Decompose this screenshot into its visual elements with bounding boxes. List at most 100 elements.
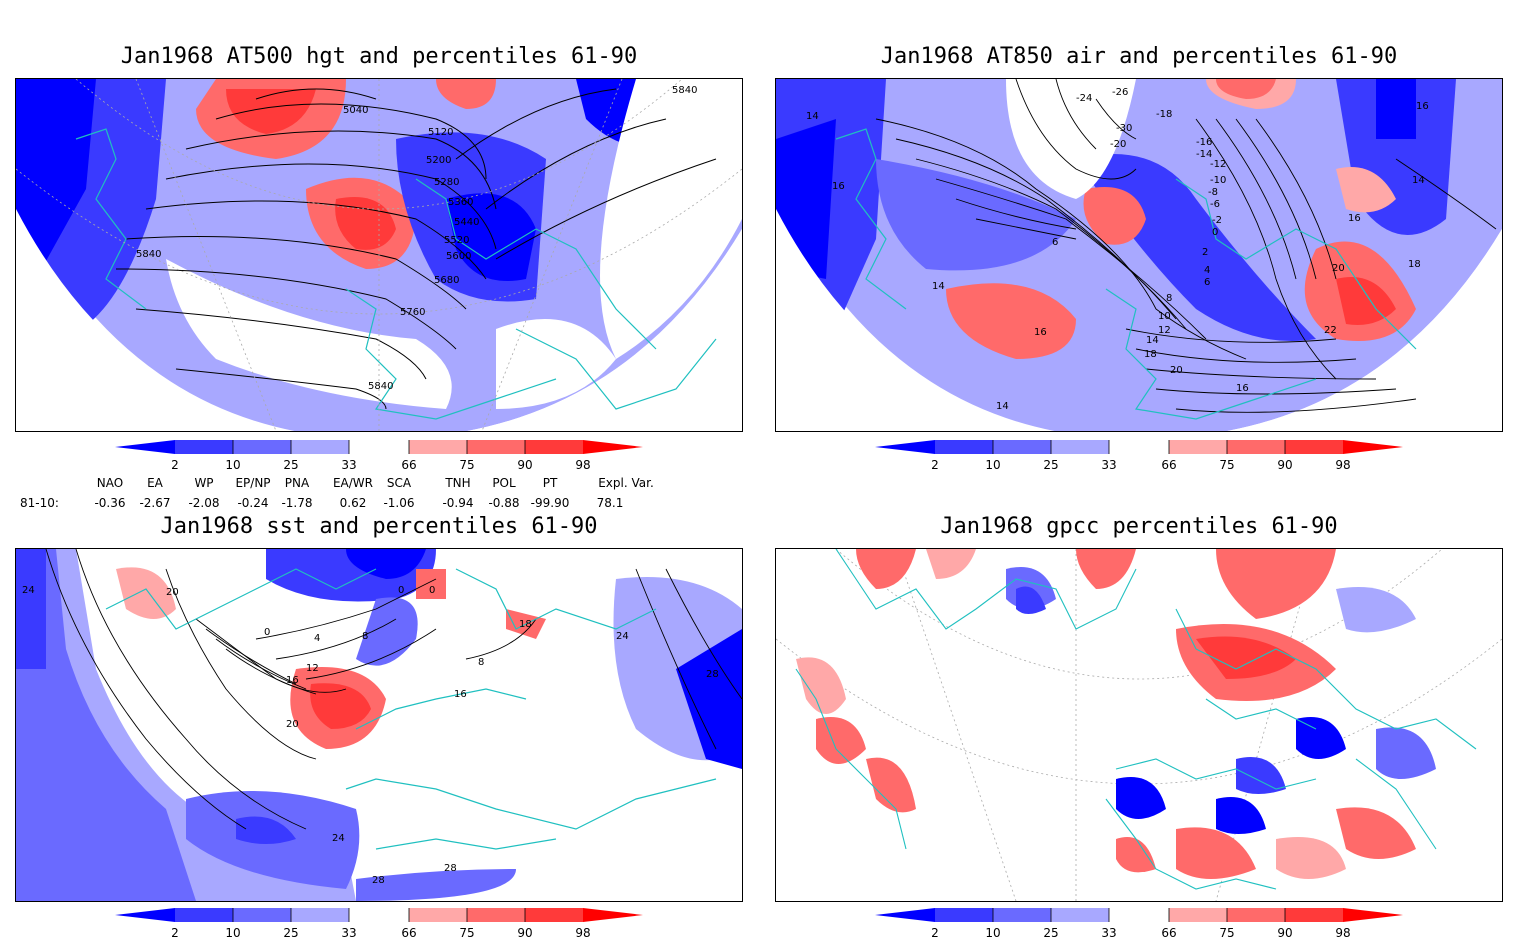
colorbar-label: 2 [171,458,179,472]
colorbar-label: 90 [1277,458,1293,472]
air-label: 16 [832,181,845,192]
colorbar-swatches [875,440,1403,454]
index-value: -2.67 [139,496,171,510]
colorbar-panel-3: 2 10 25 33 66 75 90 98 [115,908,645,944]
colorbar-label: 2 [931,458,939,472]
colorbar-swatch [467,440,525,454]
index-row-label: 81-10: [20,496,59,510]
colorbar-swatches [115,908,643,922]
index-header: SCA [386,476,412,490]
air-label: -2 [1212,215,1222,226]
air-label: 6 [1204,277,1210,288]
colorbar-arrow-low [115,440,175,454]
colorbar-swatch [233,440,291,454]
hgt-label: 5840 [136,249,161,260]
index-header: Expl. Var. [598,476,654,490]
colorbar-swatch [935,908,993,922]
sst-label: 24 [22,585,35,596]
index-header: EA/WR [332,476,374,490]
colorbar-arrow-high [1343,440,1403,454]
colorbar-label: 2 [931,926,939,940]
colorbar-label: 98 [1335,458,1351,472]
colorbar-swatch [525,908,583,922]
index-value: -1.78 [281,496,313,510]
sst-label: 0 [264,627,270,638]
air-label: 14 [932,281,945,292]
hgt-label: 5040 [343,105,368,116]
index-value: 0.62 [339,496,367,510]
air-label: 2 [1202,247,1208,258]
colorbar-label: 33 [341,926,357,940]
air-label: -20 [1110,139,1126,150]
index-value: 78.1 [596,496,624,510]
sst-label: 4 [314,633,320,644]
colorbar-swatch [993,908,1051,922]
colorbar-label: 10 [985,926,1001,940]
colorbar-swatch [175,908,233,922]
air-label: -14 [1196,149,1212,160]
panel-3-title: Jan1968 sst and percentiles 61-90 [160,514,598,539]
hgt-label: 5680 [434,275,459,286]
colorbar-label: 2 [171,926,179,940]
colorbar-arrow-low [875,440,935,454]
hgt-label: 5280 [434,177,459,188]
colorbar-panel-1: 2 10 25 33 66 75 90 98 [115,440,645,476]
hgt-label: 5840 [672,85,697,96]
panel-2-map-svg: -26 -24 -18 -30 -20 -16 -14 -12 -10 -8 -… [776,79,1502,431]
index-value: -0.24 [237,496,269,510]
colorbar-label: 98 [1335,926,1351,940]
colorbar-swatch [1109,440,1169,454]
panel-1-title: Jan1968 AT500 hgt and percentiles 61-90 [120,44,638,69]
air-label: -26 [1112,87,1128,98]
colorbar-swatch [349,440,409,454]
colorbar-label: 66 [1161,458,1177,472]
panel-3-map-svg: 24 20 0 0 4 8 12 16 20 24 28 28 24 28 8 … [16,549,742,901]
colorbar-label: 66 [401,926,417,940]
colorbar-label: 33 [1101,458,1117,472]
colorbar-arrow-high [1343,908,1403,922]
air-label: 4 [1204,265,1210,276]
panel-2-map: -26 -24 -18 -30 -20 -16 -14 -12 -10 -8 -… [775,78,1503,432]
air-label: 14 [1146,335,1159,346]
colorbar-label: 66 [1161,926,1177,940]
index-header: PNA [284,476,310,490]
colorbar-label: 90 [517,458,533,472]
hgt-label: 5360 [448,197,473,208]
colorbar-swatch [467,908,525,922]
sst-label: 20 [166,587,179,598]
colorbar-label: 90 [1277,926,1293,940]
colorbar-swatch [291,440,349,454]
index-header: EP/NP [235,476,271,490]
colorbar-swatch [291,908,349,922]
colorbar-swatch [1227,440,1285,454]
index-value: -2.08 [188,496,220,510]
sst-label: 24 [616,631,629,642]
colorbar-panel-2: 2 10 25 33 66 75 90 98 [875,440,1405,476]
index-header: TNH [445,476,471,490]
colorbar-panel-4: 2 10 25 33 66 75 90 98 [875,908,1405,944]
hgt-label: 5120 [428,127,453,138]
hgt-label: 5440 [454,217,479,228]
air-label: 16 [1236,383,1249,394]
air-label: -6 [1210,199,1220,210]
air-label: 8 [1166,293,1172,304]
index-value: -99.90 [530,496,570,510]
colorbar-label: 33 [341,458,357,472]
colorbar-label: 25 [283,926,299,940]
panel-4-title: Jan1968 gpcc percentiles 61-90 [940,514,1338,539]
air-label: -10 [1210,175,1226,186]
sst-label: 28 [444,863,457,874]
sst-label: 16 [454,689,467,700]
colorbar-swatch [1285,440,1343,454]
colorbar-label: 25 [1043,458,1059,472]
air-label: 20 [1332,263,1345,274]
air-label: -12 [1210,159,1226,170]
colorbar-label: 10 [985,458,1001,472]
air-label: 10 [1158,311,1171,322]
sst-label: 16 [286,675,299,686]
air-label: 14 [1412,175,1425,186]
index-header: PT [542,476,558,490]
air-label: 16 [1348,213,1361,224]
sst-label: 8 [362,631,368,642]
colorbar-swatch [233,908,291,922]
